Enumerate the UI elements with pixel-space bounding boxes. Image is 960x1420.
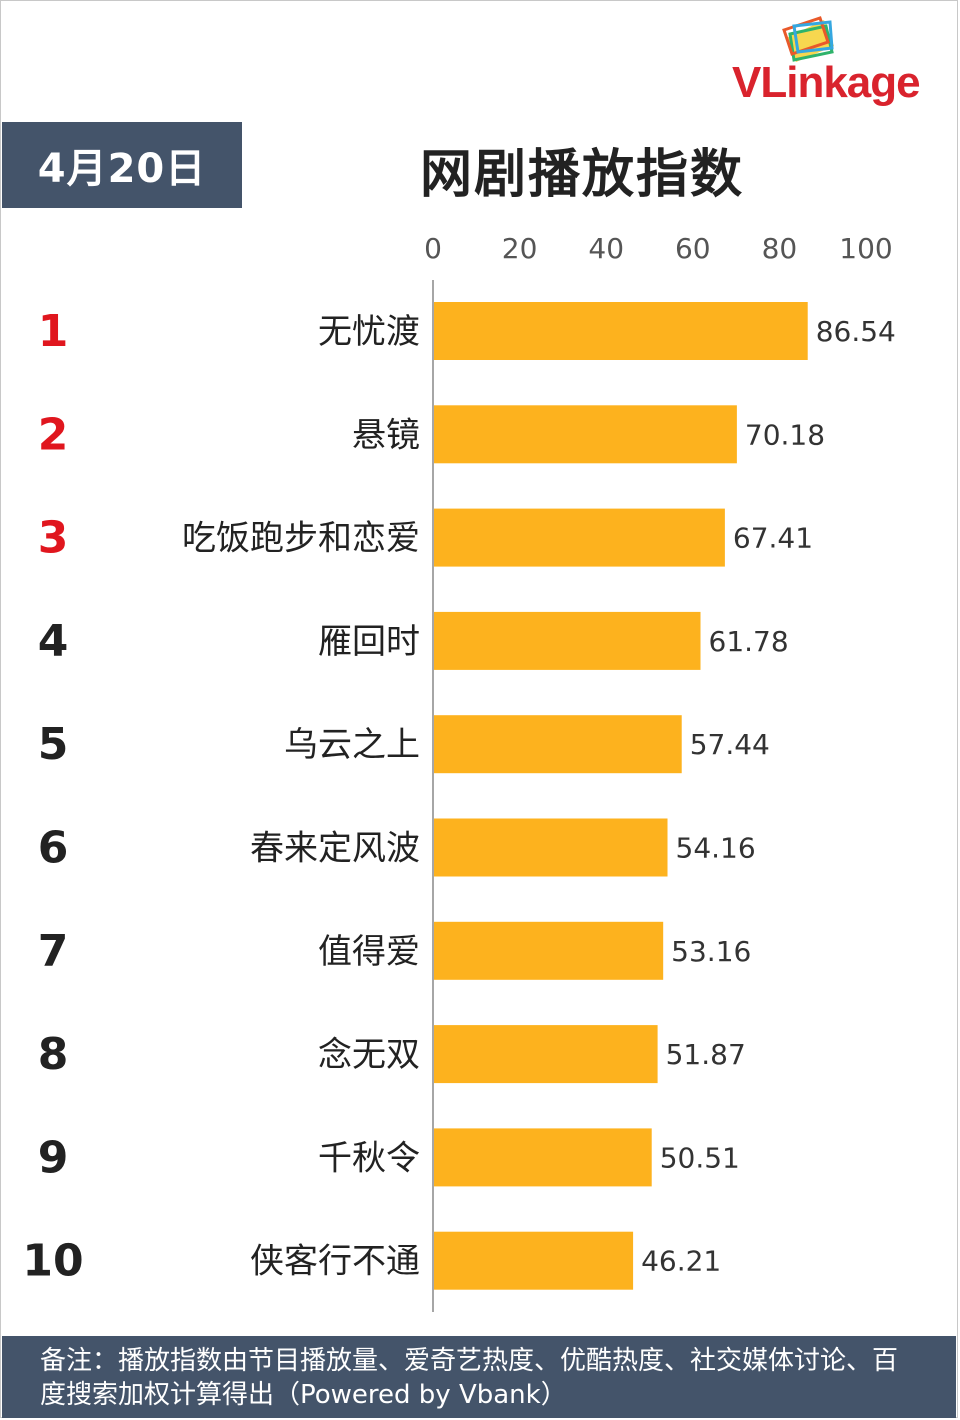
category-label: 千秋令	[318, 1138, 420, 1178]
data-label: 53.16	[671, 935, 751, 968]
x-tick-label: 0	[424, 232, 442, 265]
rank-number: 2	[38, 409, 69, 460]
bar	[434, 1025, 658, 1084]
bar	[434, 405, 737, 464]
bar	[434, 611, 701, 670]
data-label: 61.78	[709, 625, 789, 658]
logo-cards-icon	[782, 16, 834, 62]
rank-number: 9	[38, 1132, 69, 1183]
rank-number: 6	[38, 823, 69, 874]
rank-number: 5	[38, 719, 69, 770]
x-tick-label: 60	[675, 232, 711, 265]
category-label: 悬镜	[352, 415, 420, 455]
data-label: 86.54	[816, 315, 896, 348]
x-tick-label: 20	[502, 232, 538, 265]
bar	[434, 921, 664, 980]
bar	[434, 715, 682, 774]
category-label: 无忧渡	[318, 312, 420, 352]
data-label: 57.44	[690, 728, 770, 761]
rank-number: 7	[38, 926, 69, 977]
category-label: 侠客行不通	[250, 1242, 420, 1282]
data-label: 67.41	[733, 522, 813, 555]
bar	[434, 508, 725, 567]
bar	[434, 1231, 634, 1290]
category-label: 念无双	[318, 1035, 420, 1075]
data-label: 54.16	[676, 832, 756, 865]
data-label: 51.87	[666, 1038, 746, 1071]
data-label: 70.18	[745, 418, 825, 451]
bar	[434, 818, 668, 877]
date-badge: 4月20日	[2, 122, 242, 208]
chart-title: 网剧播放指数	[420, 145, 745, 205]
rank-number: 8	[38, 1029, 69, 1080]
bar-chart: 0 20 40 60 80 100 86.54 无忧渡 1 70.18 悬镜 2 67.41 吃饭跑步和恋…	[22, 232, 896, 1312]
data-label: 46.21	[641, 1245, 721, 1278]
rank-number: 3	[38, 513, 69, 564]
bar	[434, 302, 808, 360]
data-label: 50.51	[660, 1141, 740, 1174]
rank-number: 10	[22, 1236, 83, 1287]
category-label: 雁回时	[318, 622, 420, 662]
vlinkage-logo: VLinkage	[720, 14, 956, 110]
category-label: 春来定风波	[250, 829, 420, 869]
rank-number: 4	[38, 616, 69, 667]
x-tick-label: 100	[839, 232, 892, 265]
category-label: 乌云之上	[284, 725, 420, 765]
logo-text: VLinkage	[732, 58, 921, 107]
rank-number: 1	[38, 306, 69, 357]
footer-note: 备注：播放指数由节目播放量、爱奇艺热度、优酷热度、社交媒体讨论、百度搜索加权计算…	[2, 1336, 956, 1418]
x-tick-label: 80	[762, 232, 798, 265]
x-tick-label: 40	[588, 232, 624, 265]
category-label: 吃饭跑步和恋爱	[182, 519, 420, 559]
bar	[434, 1128, 652, 1187]
category-label: 值得爱	[318, 932, 420, 972]
